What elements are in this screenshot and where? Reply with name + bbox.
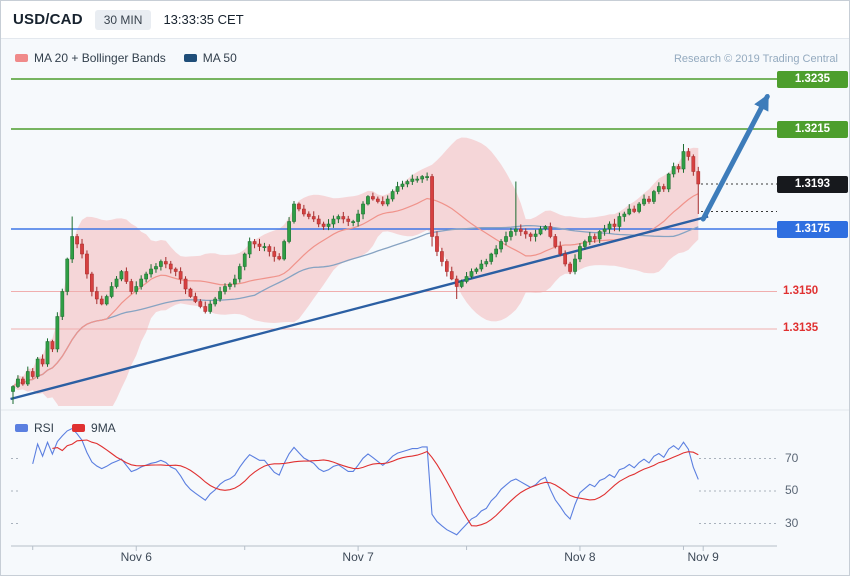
last-price-label: 1.3193 (777, 175, 848, 193)
x-axis-label-nov7: Nov 7 (342, 550, 374, 564)
ma20-bollinger-swatch (15, 54, 28, 62)
timestamp-label: 13:33:35 CET (163, 12, 244, 27)
legend-rsi-label: RSI (34, 421, 55, 435)
rsi-swatch (15, 424, 28, 432)
legend-ma50: MA 50 (183, 51, 237, 65)
rsi-level-50-label: 50 (785, 483, 799, 497)
rsi-ma-swatch (72, 424, 86, 432)
timeframe-badge[interactable]: 30 MIN (94, 9, 152, 30)
price-panel (10, 78, 777, 406)
legend-ma20-bollinger-label: MA 20 + Bollinger Bands (34, 51, 166, 65)
x-axis-label-nov9: Nov 9 (687, 550, 719, 564)
resistance-level-label-1: 1.3235 (777, 70, 848, 88)
legend-rsi: RSI (15, 421, 54, 435)
pivot-level-label-1: 1.3150 (783, 284, 819, 297)
breakout-arrow (700, 93, 770, 222)
rsi-line (32, 427, 699, 536)
x-axis (11, 545, 777, 551)
candlestick-series (11, 144, 701, 404)
resistance-level-label-2: 1.3215 (777, 120, 848, 138)
ma50-line (12, 224, 699, 388)
x-axis-label-nov6: Nov 6 (120, 550, 152, 564)
rsi-ma-line (52, 439, 699, 527)
bollinger-band (13, 137, 699, 406)
ma50-swatch (183, 54, 197, 62)
support-level-label: 1.3175 (777, 220, 848, 238)
legend-ma20-bollinger: MA 20 + Bollinger Bands (15, 51, 166, 65)
support-trendline (10, 215, 709, 401)
x-axis-label-nov8: Nov 8 (564, 550, 596, 564)
pivot-level-label-2: 1.3135 (783, 322, 819, 334)
rsi-level-30-label: 30 (785, 515, 799, 530)
research-watermark: Research © 2019 Trading Central (673, 53, 838, 65)
legend-rsi-ma: 9MA (72, 421, 116, 435)
legend-ma50-label: MA 50 (202, 51, 237, 65)
symbol-title: USD/CAD (13, 11, 83, 28)
rsi-level-70-label: 70 (785, 450, 799, 465)
chart-header: USD/CAD 30 MIN 13:33:35 CET (1, 1, 849, 39)
rsi-panel (11, 427, 777, 536)
level-lines (11, 78, 777, 330)
legend-rsi-ma-label: 9MA (91, 421, 116, 435)
price-legend: MA 20 + Bollinger Bands MA 50 (15, 51, 237, 65)
rsi-legend: RSI 9MA (15, 421, 116, 435)
